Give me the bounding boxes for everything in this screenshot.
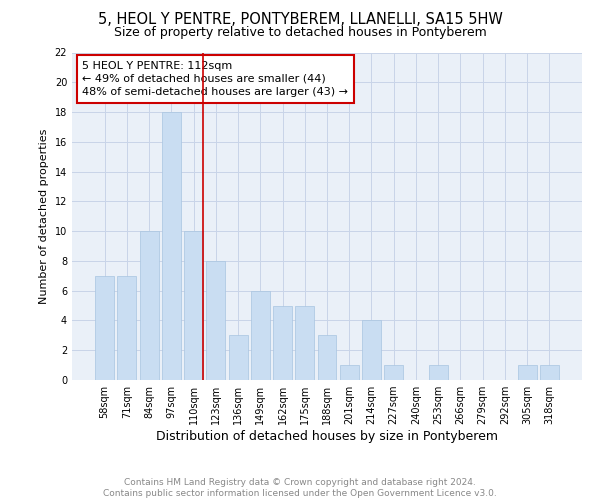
Bar [251,290,270,380]
Bar [429,365,448,380]
Bar [340,365,359,380]
Bar [273,306,292,380]
Bar [384,365,403,380]
Bar [206,261,225,380]
Bar [518,365,536,380]
Text: 5, HEOL Y PENTRE, PONTYBEREM, LLANELLI, SA15 5HW: 5, HEOL Y PENTRE, PONTYBEREM, LLANELLI, … [98,12,502,28]
Text: Contains HM Land Registry data © Crown copyright and database right 2024.
Contai: Contains HM Land Registry data © Crown c… [103,478,497,498]
Bar [362,320,381,380]
Text: 5 HEOL Y PENTRE: 112sqm
← 49% of detached houses are smaller (44)
48% of semi-de: 5 HEOL Y PENTRE: 112sqm ← 49% of detache… [82,60,348,97]
X-axis label: Distribution of detached houses by size in Pontyberem: Distribution of detached houses by size … [156,430,498,443]
Bar [140,231,158,380]
Bar [229,336,248,380]
Bar [540,365,559,380]
Bar [295,306,314,380]
Bar [118,276,136,380]
Bar [162,112,181,380]
Bar [184,231,203,380]
Y-axis label: Number of detached properties: Number of detached properties [39,128,49,304]
Bar [95,276,114,380]
Bar [317,336,337,380]
Text: Size of property relative to detached houses in Pontyberem: Size of property relative to detached ho… [113,26,487,39]
